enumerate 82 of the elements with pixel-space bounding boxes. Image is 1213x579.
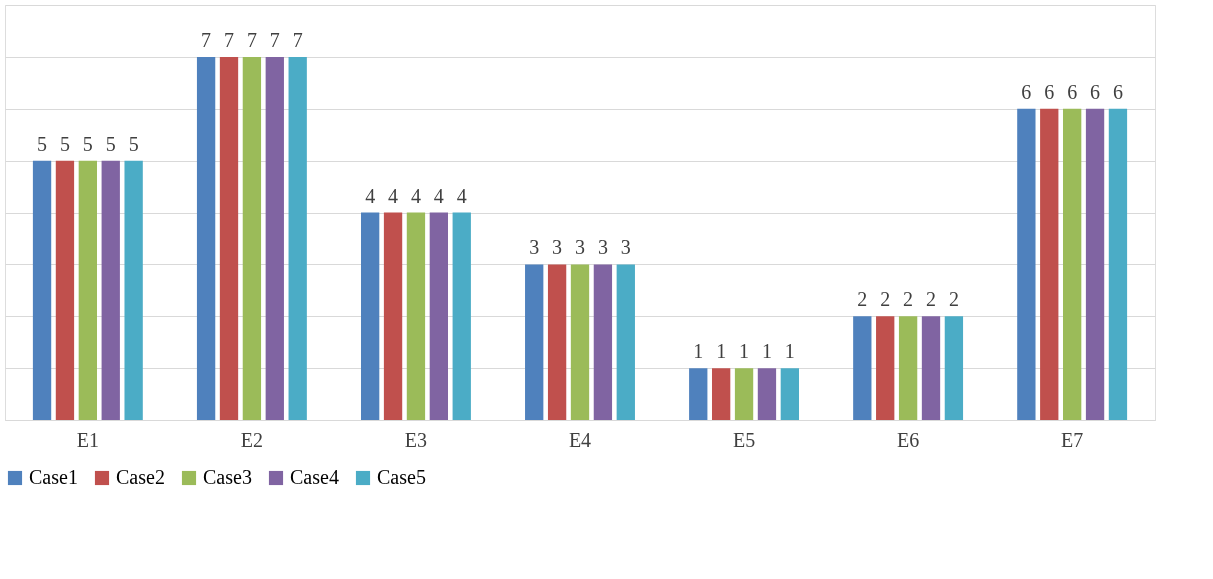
data-label: 4 [456,184,467,207]
bar [32,160,52,420]
x-tick-label: E3 [404,428,428,451]
bar [853,316,872,420]
data-label: 1 [693,340,704,363]
bar [689,368,708,420]
bar [406,212,426,420]
data-label: 7 [224,28,234,51]
data-label: 2 [948,288,959,311]
bar [711,368,731,420]
legend-label: Case5 [377,466,426,488]
data-label: 7 [269,28,280,51]
bar [265,56,284,420]
legend-label: Case2 [116,466,165,488]
bar [1017,108,1036,420]
bar [55,160,75,420]
bar [78,160,98,420]
data-label: 6 [1090,80,1101,103]
data-label: 1 [716,340,727,363]
data-label: 3 [552,236,563,259]
bar [898,316,918,420]
data-label: 5 [105,132,116,155]
data-label: 6 [1067,80,1078,103]
x-tick-label: E2 [240,428,264,451]
data-label: 5 [37,132,48,155]
data-label: 2 [857,288,868,311]
bar [288,56,307,420]
x-tick-label: E1 [76,428,99,451]
bar [757,368,777,420]
bar [196,56,216,420]
bar [101,160,120,420]
bar [616,264,635,420]
data-label: 4 [388,184,399,207]
legend-label: Case4 [290,466,339,488]
bar [124,160,143,420]
x-tick-label: E5 [732,428,756,451]
data-label: 7 [201,28,212,51]
bar [242,56,262,420]
data-label: 5 [128,132,139,155]
data-label: 3 [575,236,585,259]
data-label: 1 [761,340,772,363]
x-tick-label: E4 [568,428,592,451]
bar [593,264,613,420]
data-label: 3 [620,236,631,259]
data-label: 6 [1021,80,1032,103]
bar [547,264,567,420]
legend-label: Case3 [203,466,252,488]
bar [570,264,590,420]
data-label: 3 [597,236,608,259]
bar [360,212,380,420]
data-label: 4 [433,184,444,207]
data-label: 2 [880,288,891,311]
x-tick-label: E7 [1061,428,1084,451]
x-tick-label: E6 [896,428,920,451]
bar [383,212,403,420]
bar [452,212,471,420]
bar [1040,108,1059,420]
data-label: 4 [410,184,421,207]
data-label: 4 [365,184,376,207]
bar [734,368,754,420]
bar [921,316,941,420]
bar [1062,108,1082,420]
bar [1108,108,1128,420]
data-label: 5 [82,132,93,155]
bar [876,316,895,420]
data-label: 2 [926,288,936,311]
data-label: 2 [903,288,914,311]
data-label: 1 [784,340,795,363]
bar [429,212,449,420]
data-label: 6 [1112,80,1123,103]
bar [1085,108,1105,420]
bar [944,316,964,420]
bar [780,368,800,420]
data-label: 7 [292,28,303,51]
data-label: 6 [1044,80,1055,103]
data-label: 7 [246,28,257,51]
bar [525,264,544,420]
data-label: 1 [739,340,750,363]
legend-label: Case1 [29,466,78,488]
bar [219,56,239,420]
data-label: 5 [59,132,70,155]
data-label: 3 [529,236,540,259]
